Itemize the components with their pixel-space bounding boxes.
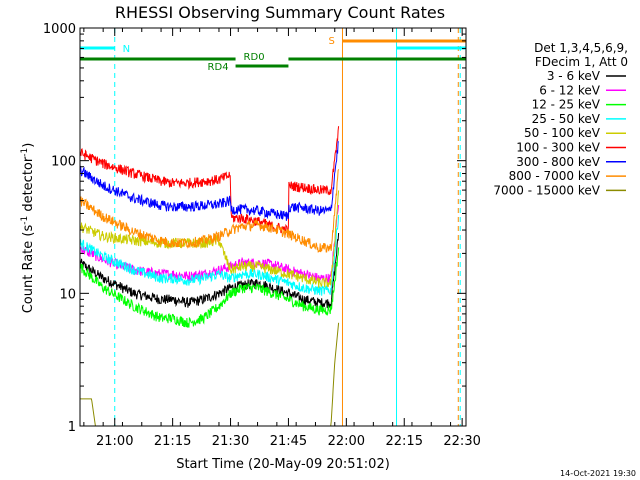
x-tick-label-6: 22:30 (443, 434, 480, 449)
legend-header-0: Det 1,3,4,5,6,9, (534, 41, 628, 55)
legend-entry-label-2: 12 - 25 keV (532, 98, 601, 112)
series-line-6 (79, 140, 339, 221)
state-bar-label-s: S (328, 36, 334, 47)
legend-entry-label-0: 3 - 6 keV (547, 69, 601, 83)
y-tick-label-0: 1 (68, 420, 76, 435)
plot-frame (79, 27, 467, 427)
x-tick-label-3: 21:45 (270, 434, 307, 449)
legend-entry-label-5: 100 - 300 keV (516, 141, 600, 155)
y-axis-label-sup1: -1 (20, 216, 30, 225)
legend-entry-label-1: 6 - 12 keV (539, 83, 601, 97)
legend-entry-label-7: 800 - 7000 keV (509, 169, 601, 183)
state-bar-label-rd4: RD4 (208, 62, 229, 73)
y-axis-label-main: Count Rate (s (21, 225, 36, 314)
series-line-2 (79, 247, 340, 328)
y-tick-label-1: 10 (59, 287, 76, 302)
series-line-7 (79, 169, 340, 253)
legend: Det 1,3,4,5,6,9,FDecim 1, Att 03 - 6 keV… (493, 41, 628, 197)
series-line-3 (79, 214, 340, 296)
chart-title: RHESSI Observing Summary Count Rates (115, 3, 445, 22)
footer-timestamp: 14-Oct-2021 19:30 (560, 469, 636, 478)
x-tick-label-2: 21:30 (212, 434, 249, 449)
legend-header-1: FDecim 1, Att 0 (535, 55, 628, 69)
legend-entry-label-4: 50 - 100 keV (524, 126, 601, 140)
y-axis-label-end: ) (21, 143, 36, 148)
state-bar-label-rd0: RD0 (244, 52, 265, 63)
series-line-5 (79, 126, 340, 235)
plot-marks: N S RD0 RD4 (79, 28, 466, 427)
x-tick-label-0: 21:00 (96, 434, 133, 449)
legend-entry-label-3: 25 - 50 keV (532, 112, 601, 126)
x-tick-label-1: 21:15 (154, 434, 191, 449)
x-axis-label: Start Time (20-May-09 20:51:02) (176, 457, 390, 472)
y-tick-label-2: 100 (51, 155, 76, 170)
y-axis-label-sup2: -1 (20, 148, 30, 157)
x-tick-label-5: 22:15 (386, 434, 423, 449)
y-axis-label-mid: detector (21, 156, 36, 216)
series-line-0 (79, 232, 340, 309)
state-bar-label-n: N (123, 44, 130, 55)
x-tick-label-4: 22:00 (328, 434, 365, 449)
y-axis-label: Count Rate (s-1 detector-1) (20, 143, 36, 314)
legend-entry-label-8: 7000 - 15000 keV (493, 183, 600, 197)
legend-entry-label-6: 300 - 800 keV (516, 155, 600, 169)
axes: 21:00 21:15 21:30 21:45 22:00 22:15 22:30 1 10 10… (43, 22, 481, 449)
series-line-4 (79, 190, 340, 288)
y-tick-label-3: 1000 (43, 22, 76, 37)
